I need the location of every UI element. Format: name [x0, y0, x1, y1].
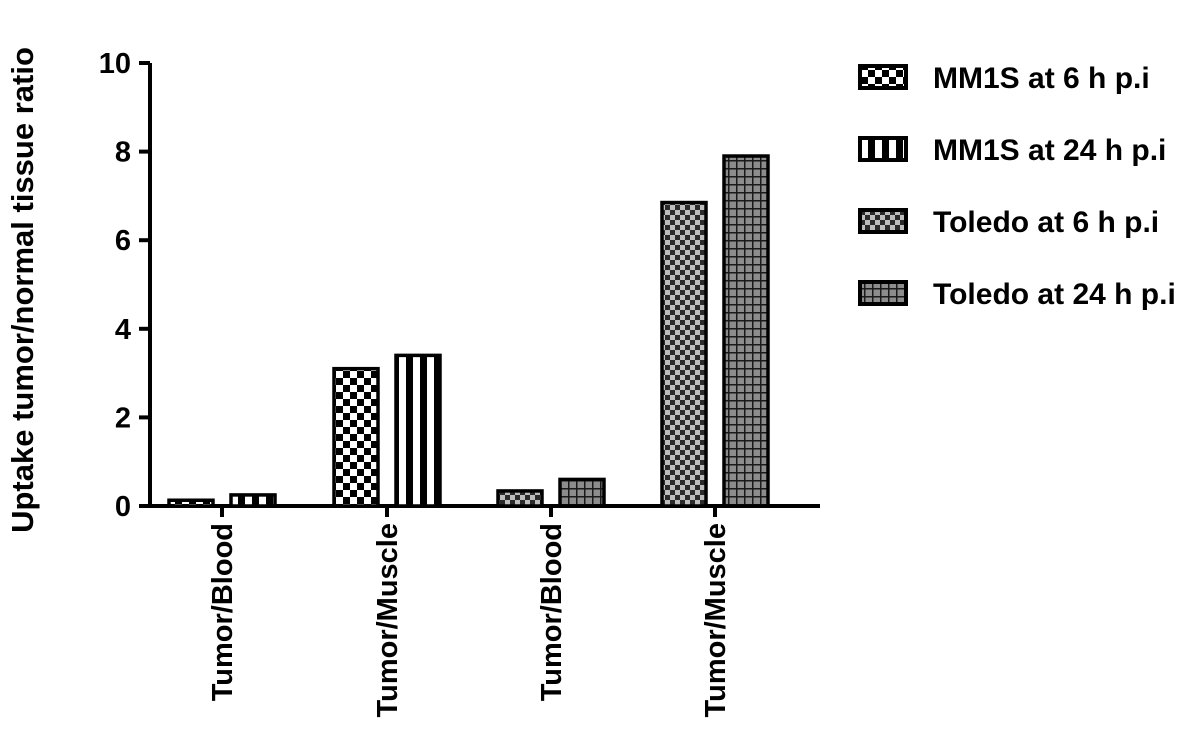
legend-swatch: [858, 136, 908, 162]
y-axis-ticks: 0 2 4 6 8 10: [99, 48, 150, 523]
legend-swatch: [858, 280, 908, 306]
y-tick-label: 4: [115, 314, 131, 346]
x-tick-label: Tumor/Blood: [536, 523, 568, 701]
legend-label: Toledo at 6 h p.i: [933, 206, 1159, 239]
x-tick-label: Tumor/Muscle: [372, 523, 404, 717]
x-tick-label: Tumor/Muscle: [700, 523, 732, 717]
legend-label: MM1S at 24 h p.i: [933, 134, 1166, 167]
legend: MM1S at 6 h p.i MM1S at 24 h p.i Toledo at…: [858, 62, 1176, 311]
legend-label: MM1S at 6 h p.i: [933, 62, 1150, 95]
bar: [722, 154, 770, 508]
bar: [660, 200, 708, 508]
bar: [496, 489, 544, 508]
bar: [394, 353, 442, 508]
bar: [332, 366, 380, 508]
x-axis-labels: Tumor/Blood Tumor/Muscle Tumor/Blood Tumor/…: [207, 506, 732, 717]
legend-swatch: [858, 64, 908, 90]
y-tick-label: 0: [115, 491, 131, 523]
y-tick-label: 2: [115, 402, 131, 434]
legend-label: Toledo at 24 h p.i: [933, 278, 1176, 311]
y-tick-label: 10: [99, 48, 131, 80]
y-axis-title: Uptake tumor/normal tissue ratio: [5, 47, 40, 533]
y-tick-label: 6: [115, 225, 131, 257]
y-tick-label: 8: [115, 137, 131, 169]
bars: [167, 154, 770, 508]
x-tick-label: Tumor/Blood: [207, 523, 239, 701]
bar: [167, 498, 215, 508]
legend-swatch: [858, 208, 908, 234]
bar: [229, 493, 277, 508]
bar: [558, 477, 606, 508]
